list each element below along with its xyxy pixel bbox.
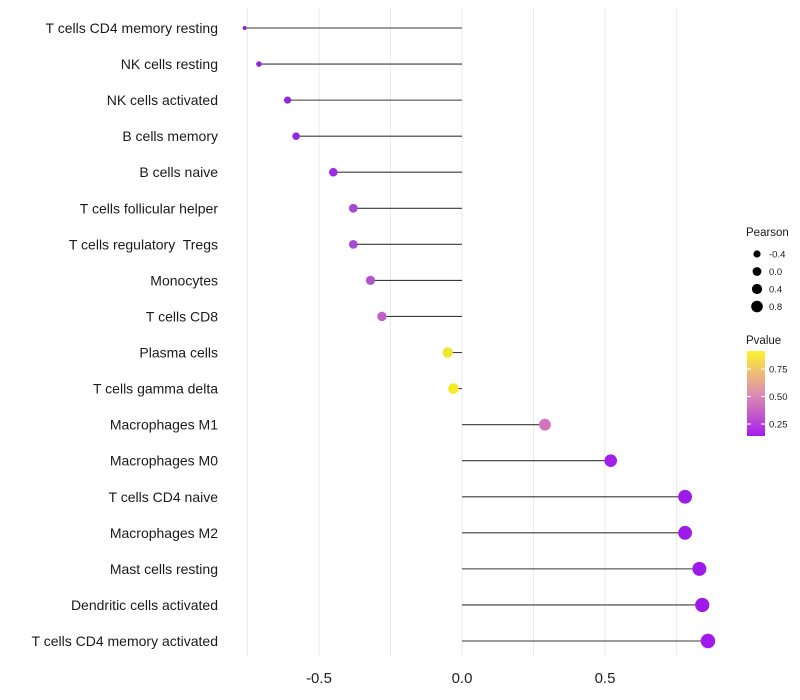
lollipop-row: Monocytes [150,272,462,288]
pvalue-colorbar [747,351,765,436]
pearson-legend-point [752,267,762,276]
pearson-size-legend: Pearson -0.4 0.0 0.4 0.8 [746,227,789,313]
lollipop-row: Macrophages M1 [110,417,551,433]
pearson-legend-point [753,250,761,258]
pearson-legend-title: Pearson [746,227,789,239]
lollipop-point [348,239,358,249]
category-label: Monocytes [150,272,218,288]
category-label: Macrophages M2 [110,525,218,541]
category-label: Macrophages M1 [110,417,218,433]
pearson-legend-point [751,300,763,313]
category-label: T cells CD4 memory resting [46,20,218,36]
lollipop-point [329,167,338,177]
category-label: NK cells activated [107,92,218,108]
pearson-legend-point [751,283,763,295]
pvalue-legend-label: 0.75 [769,365,788,376]
lollipop-row: NK cells resting [121,56,462,72]
category-label: T cells regulatory Tregs [69,236,218,252]
pearson-legend-label: -0.4 [769,250,785,261]
x-axis-group: -0.5 0.0 0.5 [306,670,615,687]
lollipop-point [242,26,247,30]
category-label: Mast cells resting [110,561,218,577]
x-tick-label: 0.0 [452,670,473,687]
category-label: Macrophages M0 [110,453,218,469]
lollipop-point [678,489,692,504]
lollipop-row: Plasma cells [139,345,462,361]
lollipop-row: T cells CD4 naive [109,489,692,505]
gridlines-group [247,8,677,656]
lollipop-row: Mast cells resting [110,561,707,577]
lollipop-row: T cells follicular helper [80,200,462,216]
lollipop-row: T cells regulatory Tregs [69,236,462,252]
category-label: T cells follicular helper [80,200,219,216]
pearson-legend-label: 0.8 [769,302,782,313]
lollipop-point [348,203,358,213]
pvalue-legend-label: 0.25 [769,420,788,431]
lollipop-point [442,347,453,358]
category-label: Plasma cells [139,345,218,361]
x-tick-label: -0.5 [306,670,332,687]
lollipop-point [292,132,300,140]
category-label: T cells CD4 naive [109,489,219,505]
x-tick-label: 0.5 [595,670,616,687]
pearson-legend-label: 0.4 [769,285,782,296]
category-label: T cells CD8 [146,308,218,324]
lollipop-point [539,418,551,431]
lollipop-row: B cells memory [122,128,462,144]
category-label: T cells CD4 memory activated [32,633,218,649]
lollipop-point [604,454,618,468]
lollipop-row: Dendritic cells activated [71,597,710,613]
lollipop-row: Macrophages M2 [110,525,692,541]
lollipop-point [700,633,716,649]
category-label: B cells naive [139,164,218,180]
lollipop-point [365,275,376,286]
category-label: B cells memory [122,128,218,144]
lollipop-point [256,61,262,67]
lollipop-point [377,311,387,322]
category-label: Dendritic cells activated [71,597,218,613]
lollipop-row: T cells CD4 memory resting [46,20,462,36]
lollipop-point [695,597,710,613]
lollipop-point [692,561,707,576]
lollipop-row: NK cells activated [107,92,462,108]
pvalue-legend-title: Pvalue [746,335,781,347]
lollipop-point [283,96,292,104]
pvalue-color-legend: Pvalue 0.75 0.50 0.25 [746,335,788,436]
lollipop-row: T cells CD8 [146,308,462,324]
pearson-legend-label: 0.0 [769,267,782,278]
pvalue-legend-label: 0.50 [769,392,788,403]
category-label: NK cells resting [121,56,218,72]
lollipop-row: B cells naive [139,164,462,180]
category-label: T cells gamma delta [93,381,218,397]
lollipop-row: Macrophages M0 [110,453,618,469]
lollipop-point [678,525,692,540]
lollipop-row: T cells CD4 memory activated [32,633,716,649]
lollipop-row: T cells gamma delta [93,381,462,397]
lollipop-point [448,383,459,394]
lollipop-rows-group: T cells CD4 memory resting NK cells resti… [32,20,716,649]
